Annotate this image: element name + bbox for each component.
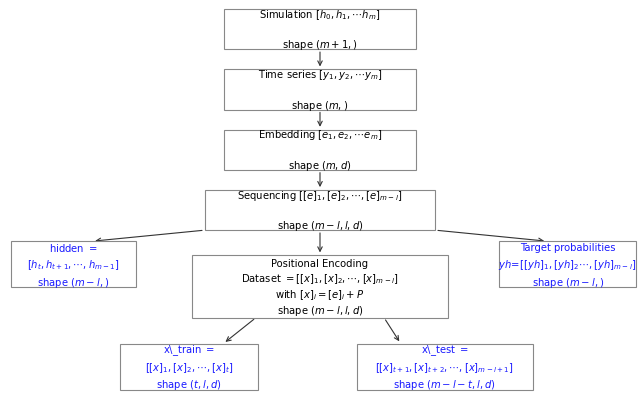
Text: with $[x]_i = [e]_i + P$: with $[x]_i = [e]_i + P$ (275, 288, 365, 302)
FancyBboxPatch shape (192, 256, 448, 318)
Text: Sequencing $[[e]_1, [e]_2, \cdots, [e]_{m-l}]$: Sequencing $[[e]_1, [e]_2, \cdots, [e]_{… (237, 188, 403, 202)
Text: shape $(m-l,)$: shape $(m-l,)$ (38, 275, 109, 289)
Text: shape $(m-l,)$: shape $(m-l,)$ (532, 275, 604, 289)
Text: x\_test $=$: x\_test $=$ (421, 342, 468, 357)
Text: $[[x]_{t+1}, [x]_{t+2}, \cdots, [x]_{m-l+1}]$: $[[x]_{t+1}, [x]_{t+2}, \cdots, [x]_{m-l… (376, 360, 514, 374)
Text: shape $(m-l-t, l, d)$: shape $(m-l-t, l, d)$ (394, 377, 496, 391)
Text: Target probabilities: Target probabilities (520, 242, 616, 252)
Text: Time series $[y_1, y_2, \cdots y_m]$: Time series $[y_1, y_2, \cdots y_m]$ (258, 68, 382, 82)
Text: shape $(m-l, l, d)$: shape $(m-l, l, d)$ (276, 303, 364, 317)
Text: $yh\!=\![[yh]_1, [yh]_2 \cdots, [yh]_{m-l}]$: $yh\!=\![[yh]_1, [yh]_2 \cdots, [yh]_{m-… (499, 258, 637, 271)
Text: shape $(t, l, d)$: shape $(t, l, d)$ (156, 377, 221, 391)
Text: shape $(m, d)$: shape $(m, d)$ (288, 159, 352, 172)
Text: Simulation $[h_0, h_1, \cdots h_m]$: Simulation $[h_0, h_1, \cdots h_m]$ (259, 8, 381, 22)
Text: $[[x]_1, [x]_2, \cdots, [x]_t]$: $[[x]_1, [x]_2, \cdots, [x]_t]$ (145, 360, 233, 374)
Text: $[h_t, h_{t+1}, \cdots, h_{m-1}]$: $[h_t, h_{t+1}, \cdots, h_{m-1}]$ (28, 258, 120, 271)
Text: shape $(m-l, l, d)$: shape $(m-l, l, d)$ (276, 219, 364, 233)
FancyBboxPatch shape (224, 10, 416, 50)
FancyBboxPatch shape (357, 344, 532, 390)
Text: Embedding $[e_1, e_2, \cdots e_m]$: Embedding $[e_1, e_2, \cdots e_m]$ (258, 128, 382, 142)
Text: hidden $=$: hidden $=$ (49, 241, 98, 253)
Text: shape $(m,)$: shape $(m,)$ (291, 99, 349, 112)
FancyBboxPatch shape (224, 70, 416, 110)
FancyBboxPatch shape (12, 241, 136, 288)
FancyBboxPatch shape (499, 241, 636, 288)
Text: Positional Encoding: Positional Encoding (271, 258, 369, 268)
Text: Dataset $= [[x]_1, [x]_2, \cdots, [x]_{m-l}]$: Dataset $= [[x]_1, [x]_2, \cdots, [x]_{m… (241, 272, 399, 286)
FancyBboxPatch shape (120, 344, 257, 390)
FancyBboxPatch shape (224, 130, 416, 170)
Text: shape $(m+1,)$: shape $(m+1,)$ (282, 38, 358, 52)
FancyBboxPatch shape (205, 190, 435, 231)
Text: x\_train $=$: x\_train $=$ (163, 342, 215, 357)
